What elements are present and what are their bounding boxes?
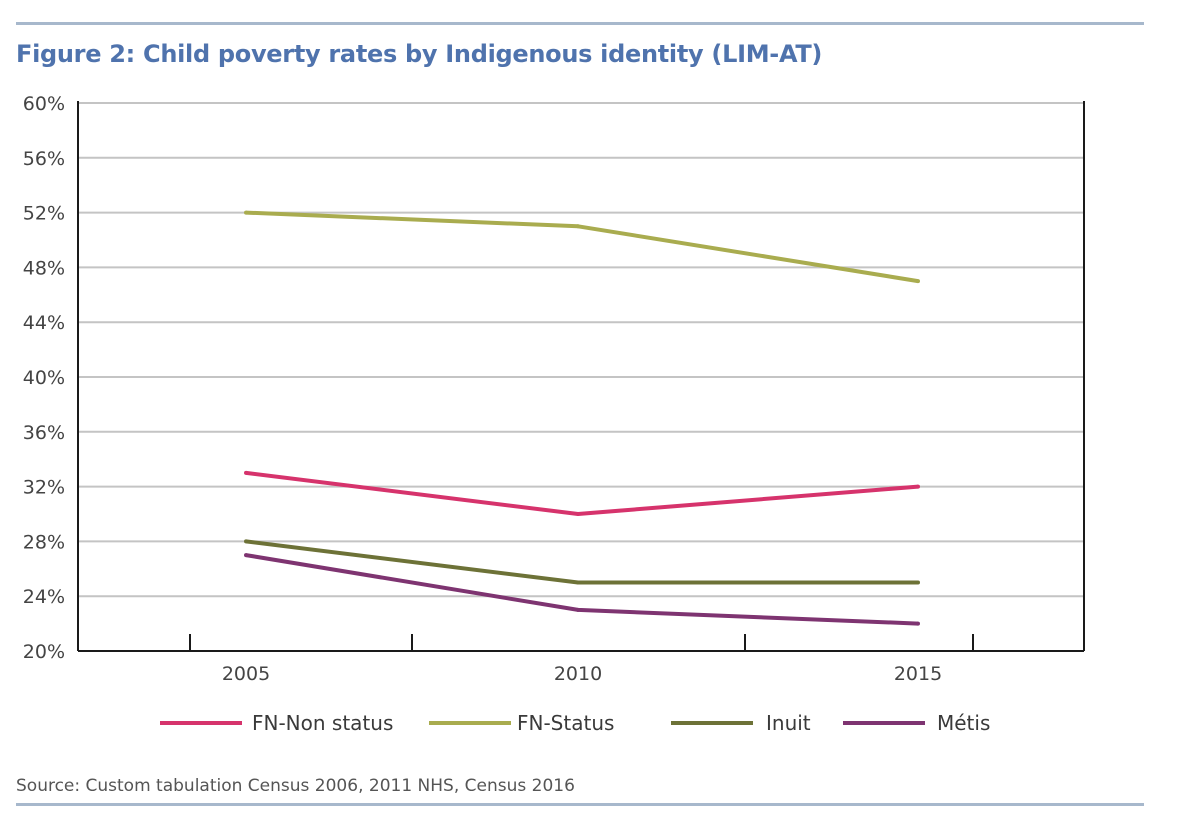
y-tick-label: 40% xyxy=(23,367,65,389)
y-tick-label: 32% xyxy=(23,477,65,499)
x-tick-label: 2010 xyxy=(554,663,602,685)
data-point xyxy=(244,210,248,215)
y-tick-label: 52% xyxy=(23,203,65,225)
series-line-fn-status xyxy=(245,210,919,284)
series-line-inuit xyxy=(245,539,918,585)
data-point xyxy=(576,512,580,516)
series-line-fn-non-status xyxy=(245,470,919,516)
data-point xyxy=(244,553,248,558)
legend-label: FN-Status xyxy=(517,711,614,735)
series-line-m-tis xyxy=(245,553,919,626)
data-point xyxy=(244,539,248,544)
y-tick-label: 60% xyxy=(23,93,65,115)
legend-label: Métis xyxy=(937,711,990,735)
legend-label: Inuit xyxy=(766,711,811,735)
y-tick-label: 48% xyxy=(23,257,65,279)
chart-title: Figure 2: Child poverty rates by Indigen… xyxy=(16,40,823,68)
data-point xyxy=(916,279,920,284)
data-point xyxy=(916,484,920,489)
y-tick-label: 28% xyxy=(23,531,65,553)
data-point xyxy=(576,607,580,612)
x-tick-label: 2005 xyxy=(222,663,270,685)
y-tick-label: 36% xyxy=(23,422,65,444)
data-point xyxy=(916,621,920,626)
data-point xyxy=(576,580,580,585)
x-tick-label: 2015 xyxy=(894,663,942,685)
data-point xyxy=(244,470,248,475)
source-note: Source: Custom tabulation Census 2006, 2… xyxy=(16,776,575,796)
y-tick-label: 24% xyxy=(23,586,65,608)
data-point xyxy=(576,224,580,229)
y-tick-label: 56% xyxy=(23,148,65,170)
bottom-rule xyxy=(16,803,1144,806)
data-point xyxy=(916,580,920,585)
top-rule xyxy=(16,22,1144,25)
y-tick-label: 44% xyxy=(23,312,65,334)
legend-label: FN-Non status xyxy=(252,711,393,735)
y-tick-label: 20% xyxy=(23,641,65,663)
